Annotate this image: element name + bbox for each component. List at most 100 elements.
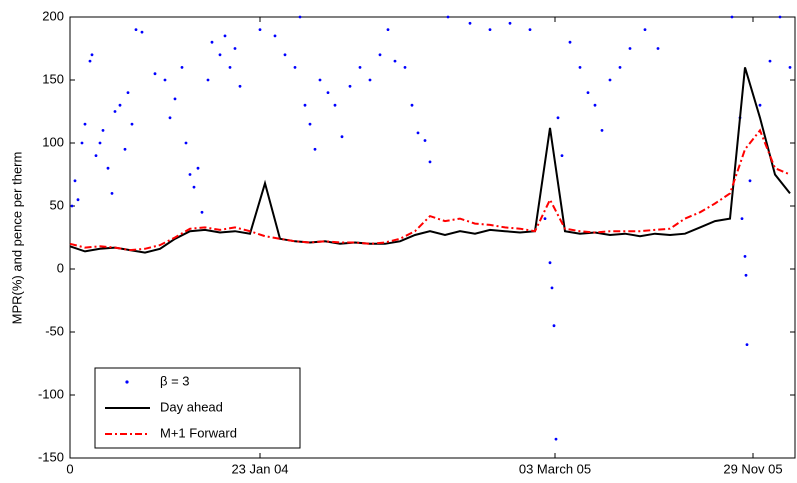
legend-label: M+1 Forward (160, 425, 237, 440)
series-line (69, 67, 791, 254)
y-tick-label: 0 (57, 260, 64, 275)
scatter-point (233, 47, 237, 50)
scatter-point (428, 160, 432, 164)
scatter-point (123, 147, 127, 151)
scatter-point (608, 78, 612, 82)
scatter-point (73, 179, 77, 183)
scatter-point (552, 324, 556, 328)
scatter-point (106, 166, 110, 170)
scatter-point (358, 66, 362, 69)
scatter-point (560, 154, 564, 158)
scatter-point (745, 343, 749, 346)
scatter-point (468, 21, 472, 25)
scatter-point (508, 21, 512, 25)
scatter-point (228, 66, 232, 69)
scatter-point (130, 122, 134, 126)
scatter-point (223, 34, 227, 38)
scatter-point (386, 28, 390, 31)
scatter-point (368, 78, 372, 82)
scatter-point (94, 154, 98, 158)
x-tick-label: 23 Jan 04 (231, 461, 288, 476)
scatter-point (628, 47, 632, 50)
scatter-point (163, 78, 167, 82)
scatter-point (340, 135, 344, 139)
scatter-point (778, 15, 782, 19)
scatter-point (308, 122, 312, 126)
scatter-point (88, 59, 92, 63)
scatter-point (196, 166, 200, 170)
scatter-point (554, 437, 558, 441)
scatter-point (618, 66, 622, 69)
scatter-point (80, 141, 84, 145)
scatter-point (298, 15, 302, 19)
scatter-point (543, 217, 547, 221)
scatter-point (378, 53, 382, 57)
x-tick-label: 0 (66, 461, 73, 476)
scatter-point (488, 28, 492, 31)
scatter-point (446, 15, 450, 19)
scatter-point (206, 78, 210, 82)
scatter-point (90, 53, 94, 57)
scatter-point (748, 179, 752, 183)
scatter-point (200, 210, 204, 214)
scatter-point (110, 192, 114, 195)
scatter-point (98, 141, 102, 145)
y-tick-label: 50 (50, 197, 64, 212)
scatter-point (410, 103, 414, 107)
y-tick-label: -100 (38, 386, 64, 401)
legend-label: Day ahead (160, 399, 223, 414)
scatter-point (238, 84, 242, 88)
scatter-point (192, 185, 196, 189)
scatter-point (528, 28, 532, 31)
y-tick-label: 200 (42, 8, 64, 23)
legend-marker (125, 380, 129, 384)
plot-area (69, 16, 796, 459)
scatter-point (333, 103, 337, 107)
scatter-point (416, 131, 420, 135)
y-axis-label: MPR(%) and pence per therm (9, 152, 24, 325)
scatter-point (578, 66, 582, 69)
scatter-point (184, 141, 188, 145)
legend-label: β = 3 (160, 373, 190, 388)
scatter-point (548, 261, 552, 265)
scatter-point (76, 198, 80, 202)
scatter-point (168, 116, 172, 120)
scatter-point (550, 286, 554, 290)
scatter-point (593, 103, 597, 107)
scatter-point (101, 129, 105, 132)
scatter-point (83, 122, 87, 126)
scatter-point (393, 59, 397, 63)
x-tick-label: 29 Nov 05 (723, 461, 782, 476)
scatter-point (788, 66, 792, 69)
scatter-point (318, 78, 322, 82)
scatter-point (600, 129, 604, 132)
y-tick-label: 100 (42, 134, 64, 149)
scatter-point (556, 116, 560, 120)
scatter-point (140, 30, 144, 34)
scatter-point (740, 217, 744, 221)
scatter-point (348, 84, 352, 88)
scatter-point (273, 34, 277, 38)
scatter-point (643, 28, 647, 31)
scatter-point (768, 59, 772, 63)
scatter-point (113, 110, 117, 113)
scatter-point (126, 91, 130, 94)
scatter-point (258, 28, 262, 31)
scatter-point (70, 204, 74, 208)
scatter-point (180, 66, 184, 69)
scatter-point (134, 28, 138, 31)
scatter-point (743, 255, 747, 258)
scatter-point (326, 91, 330, 94)
scatter-point (656, 47, 660, 50)
scatter-point (758, 103, 762, 107)
scatter-point (403, 66, 407, 69)
scatter-point (153, 72, 157, 76)
scatter-point (218, 53, 222, 57)
scatter-point (210, 40, 214, 44)
y-tick-label: 150 (42, 71, 64, 86)
scatter-point (744, 273, 748, 277)
scatter-point (173, 97, 177, 101)
scatter-point (118, 103, 122, 107)
scatter-point (283, 53, 287, 57)
